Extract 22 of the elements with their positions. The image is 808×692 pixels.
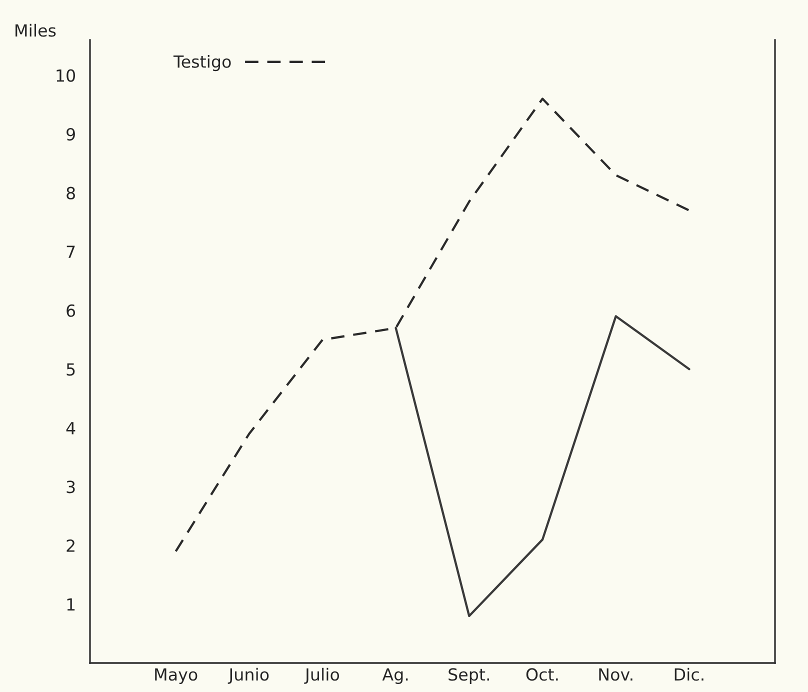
y-tick-label: 4 xyxy=(66,422,76,434)
y-tick-label: 6 xyxy=(66,304,76,317)
y-tick-label: 7 xyxy=(66,246,75,258)
line-series xyxy=(174,98,690,552)
x-tick-label: Nov. xyxy=(599,668,632,681)
y-tick-label: 9 xyxy=(66,128,75,141)
x-tick-label: Junio xyxy=(228,668,269,684)
y-tick-label: 1 xyxy=(67,598,75,611)
x-tick-label: Ag. xyxy=(382,668,408,684)
y-tick-label: 5 xyxy=(66,363,75,376)
y-tick-label: 10 xyxy=(56,69,76,82)
x-tick-label: Sept. xyxy=(448,668,489,684)
x-tick-label: Julio xyxy=(304,668,340,684)
y-tick-label: 8 xyxy=(66,186,75,200)
y-axis-title: Miles xyxy=(16,24,56,37)
x-tick-label: Oct. xyxy=(526,668,558,681)
x-tick-label: Mayo xyxy=(155,668,198,684)
line-series xyxy=(394,315,690,618)
x-tick-label: Dic. xyxy=(674,668,704,681)
text: Testigo xyxy=(173,55,231,72)
y-tick-label: 3 xyxy=(66,480,75,494)
y-tick-label: 2 xyxy=(66,539,74,552)
